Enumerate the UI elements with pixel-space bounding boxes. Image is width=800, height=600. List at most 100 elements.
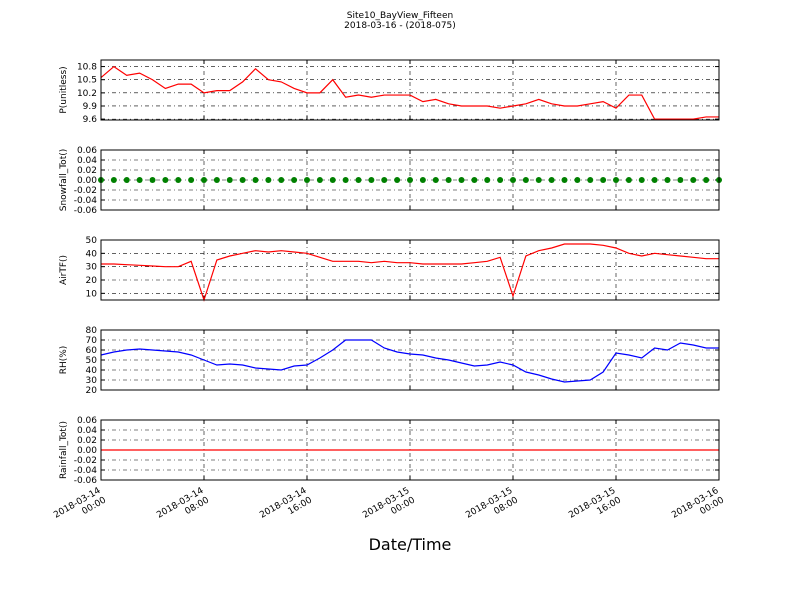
y-axis-label: Rainfall_Tot() [59,421,69,479]
y-tick-label: 0.02 [77,436,97,446]
y-axis-label: Snowfall_Tot() [59,149,69,212]
data-point [342,177,349,183]
data-point [703,177,710,183]
y-tick-label: 9.9 [83,102,98,112]
data-point [394,177,401,183]
y-tick-label: 80 [86,326,98,336]
data-point [329,177,336,183]
y-tick-label: 30 [86,376,98,386]
data-point [123,177,130,183]
data-point [677,177,684,183]
x-tick-label: 2018-03-1600:00 [670,486,726,530]
plot-frame [100,239,720,301]
y-tick-label: 9.6 [83,115,98,125]
y-tick-label: 30 [86,263,98,273]
data-point [136,177,143,183]
y-tick-label: 10.5 [77,76,97,86]
x-tick-label: 2018-03-1416:00 [258,486,314,530]
data-point [561,177,568,183]
y-tick-label: 0.04 [77,156,97,166]
data-point [690,177,697,183]
y-tick-label: -0.06 [74,206,98,216]
data-point [587,177,594,183]
plot-frame [100,419,720,481]
x-tick-label: 2018-03-1408:00 [155,486,211,530]
x-tick-label: 2018-03-1516:00 [567,486,623,530]
y-tick-label: -0.02 [74,186,97,196]
y-tick-label: -0.04 [74,196,98,206]
data-line [100,65,719,120]
data-point [471,177,478,183]
y-tick-label: 40 [86,366,98,376]
chart-subtitle: 2018-03-16 - (2018-075) [344,21,456,31]
data-point [407,177,413,183]
y-tick-label: 10.8 [77,63,97,73]
data-line [100,339,719,383]
data-point [613,177,619,183]
data-point [175,177,182,183]
chart-title: Site10_BayView_Fifteen [347,11,453,21]
y-axis-label: P(unitless) [59,66,69,113]
y-tick-label: 0.06 [77,146,97,156]
data-point [445,177,452,183]
y-tick-label: 0.00 [77,176,97,186]
x-axis-label: Date/Time [369,535,452,554]
data-point [625,177,632,183]
data-point [381,177,388,183]
y-tick-label: -0.02 [74,456,97,466]
data-point [522,177,529,183]
data-point [432,177,439,183]
data-point [355,177,362,183]
data-point [600,177,607,183]
y-tick-label: 10.2 [77,89,97,99]
data-point [484,177,491,183]
data-point [651,177,658,183]
data-point [664,177,671,183]
y-tick-label: -0.06 [74,476,98,486]
y-tick-label: 10 [86,289,98,299]
data-point [548,177,555,183]
data-point [162,177,169,183]
y-tick-label: 60 [86,346,98,356]
data-point [458,177,465,183]
x-tick-label: 2018-03-1508:00 [464,486,520,530]
data-point [213,177,220,183]
data-point [265,177,272,183]
x-tick-label: 2018-03-1400:00 [52,486,108,530]
data-point [419,177,426,183]
data-point [291,177,298,183]
data-point [239,177,246,183]
x-tick-label: 2018-03-1500:00 [361,486,417,530]
y-tick-label: 40 [86,249,98,259]
plot-frame [100,59,720,121]
data-point [304,177,310,183]
data-point [497,177,504,183]
data-point [316,177,323,183]
y-tick-label: -0.04 [74,466,98,476]
data-point [368,177,375,183]
data-point [226,177,233,183]
data-point [201,177,207,183]
plot-frame [100,329,720,391]
data-point [110,177,117,183]
data-point [638,177,645,183]
data-point [252,177,259,183]
y-tick-label: 50 [86,356,98,366]
data-point [510,177,516,183]
y-tick-label: 0.02 [77,166,97,176]
data-point [149,177,156,183]
data-point [278,177,285,183]
y-tick-label: 0.04 [77,426,97,436]
y-tick-label: 70 [86,336,98,346]
y-tick-label: 0.00 [77,446,97,456]
y-tick-label: 50 [86,236,98,246]
y-axis-label: AirTF() [59,255,69,285]
y-tick-label: 0.06 [77,416,97,426]
y-tick-label: 20 [86,386,98,396]
y-axis-label: RH(%) [59,346,69,375]
y-tick-label: 20 [86,276,98,286]
plot-frame [100,149,720,211]
data-point [535,177,542,183]
data-point [188,177,195,183]
